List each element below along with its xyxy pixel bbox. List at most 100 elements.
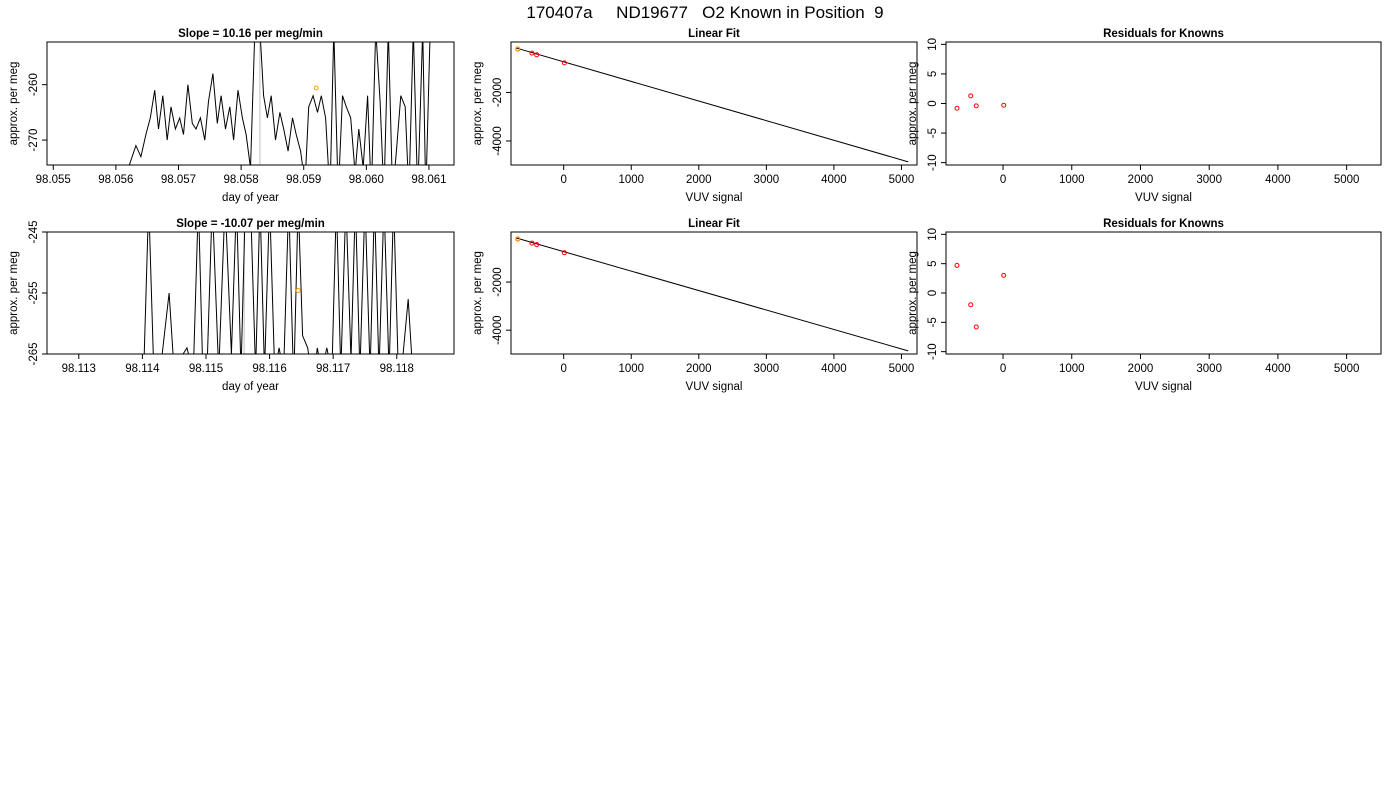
y-tick-label: -2000 — [492, 267, 504, 296]
plot-frame — [46, 41, 455, 166]
x-tick-label: 1000 — [618, 363, 644, 375]
x-tick-label: 2000 — [686, 363, 712, 375]
panel-2: Linear Fit 0 1000 2000 3000 4000 5000 -2000 -400… — [472, 28, 918, 204]
plot-frame — [510, 231, 918, 355]
data-point — [1001, 102, 1007, 108]
y-tick-label: 0 — [927, 100, 939, 106]
y-tick-label: -260 — [28, 73, 40, 96]
y-tick-label: 5 — [927, 260, 939, 266]
y-tick-label: -255 — [28, 281, 40, 304]
y-axis-label: approx. per meg — [8, 251, 20, 335]
plot-area — [515, 236, 909, 352]
x-axis-label: VUV signal — [686, 381, 743, 393]
data-point — [295, 288, 301, 294]
x-tick-label: 0 — [560, 174, 566, 186]
y-tick-label: 10 — [927, 38, 939, 51]
x-tick-label: 98.060 — [349, 174, 384, 186]
x-tick-label: 98.114 — [125, 363, 160, 375]
x-tick-label: 2000 — [686, 174, 712, 186]
x-tick-label: 98.061 — [411, 174, 446, 186]
x-tick-label: 5000 — [889, 174, 915, 186]
series-line — [128, 42, 431, 165]
plot-area — [954, 93, 1007, 111]
data-point — [968, 302, 974, 308]
y-tick-label: -5 — [927, 317, 939, 327]
plot-area — [954, 262, 1007, 330]
x-tick-label: 98.056 — [98, 174, 133, 186]
y-tick-label: -265 — [28, 342, 40, 365]
data-point — [561, 250, 567, 256]
y-tick-label: -270 — [28, 129, 40, 152]
fit-line — [516, 237, 909, 352]
y-tick-label: -5 — [927, 128, 939, 138]
x-tick-label: 98.113 — [62, 363, 96, 375]
x-tick-label: 4000 — [1265, 174, 1291, 186]
y-tick-label: -2000 — [492, 78, 504, 107]
x-tick-label: 98.117 — [316, 363, 350, 375]
data-point — [954, 262, 960, 268]
plot-frame — [510, 41, 918, 166]
data-point — [1001, 272, 1007, 278]
y-tick-label: 0 — [927, 290, 939, 296]
x-tick-label: 98.118 — [380, 363, 414, 375]
x-axis-label: VUV signal — [686, 192, 743, 204]
y-tick-label: -4000 — [492, 126, 504, 155]
x-tick-label: 4000 — [821, 363, 847, 375]
x-tick-label: 5000 — [889, 363, 915, 375]
panel-5: Linear Fit 0 1000 2000 3000 4000 5000 -2000 -400… — [472, 218, 918, 393]
fit-line — [516, 47, 909, 163]
x-tick-label: 3000 — [754, 174, 780, 186]
y-tick-label: -245 — [28, 220, 40, 243]
x-tick-label: 98.059 — [286, 174, 321, 186]
x-axis-label: VUV signal — [1135, 381, 1192, 393]
data-point — [561, 60, 567, 66]
x-tick-label: 98.055 — [36, 174, 71, 186]
data-point — [973, 324, 979, 330]
y-axis-label: approx. per meg — [907, 62, 919, 146]
x-tick-label: 0 — [1000, 363, 1006, 375]
y-tick-label: -4000 — [492, 315, 504, 344]
x-axis-label: day of year — [222, 381, 279, 393]
y-tick-label: -10 — [927, 343, 939, 360]
data-point — [954, 105, 960, 111]
x-tick-label: 98.116 — [252, 363, 286, 375]
x-tick-label: 98.058 — [224, 174, 259, 186]
data-point — [515, 236, 521, 242]
data-point — [313, 85, 319, 91]
panel-title: Residuals for Knowns — [1103, 218, 1224, 230]
panel-4: Slope = -10.07 per meg/min 98.113 98.114 98… — [8, 218, 455, 393]
x-tick-label: 1000 — [1059, 174, 1085, 186]
x-tick-label: 5000 — [1334, 174, 1360, 186]
panel-title: Slope = -10.07 per meg/min — [176, 218, 325, 230]
y-axis-label: approx. per meg — [8, 62, 20, 146]
data-point — [529, 240, 535, 246]
x-tick-label: 3000 — [754, 363, 780, 375]
plot-area — [128, 42, 431, 165]
x-tick-label: 2000 — [1128, 363, 1154, 375]
data-point — [968, 93, 974, 99]
x-tick-label: 0 — [1000, 174, 1006, 186]
y-axis-label: approx. per meg — [907, 251, 919, 335]
data-point — [529, 50, 535, 56]
panel-title: Residuals for Knowns — [1103, 28, 1224, 40]
y-tick-label: 5 — [927, 71, 939, 77]
y-tick-label: 10 — [927, 228, 939, 241]
x-tick-label: 1000 — [1059, 363, 1085, 375]
plot-area — [143, 232, 413, 354]
data-point — [534, 52, 540, 58]
x-tick-label: 3000 — [1196, 174, 1222, 186]
data-point — [973, 103, 979, 109]
x-tick-label: 98.057 — [161, 174, 196, 186]
x-axis-label: day of year — [222, 192, 279, 204]
panel-title: Linear Fit — [688, 28, 740, 40]
panel-title: Linear Fit — [688, 218, 740, 230]
data-point — [515, 46, 521, 52]
x-tick-label: 98.115 — [189, 363, 223, 375]
x-tick-label: 4000 — [821, 174, 847, 186]
panel-title: Slope = 10.16 per meg/min — [178, 28, 323, 40]
x-tick-label: 2000 — [1128, 174, 1154, 186]
y-axis-label: approx. per meg — [472, 251, 484, 335]
x-axis-label: VUV signal — [1135, 192, 1192, 204]
y-axis-label: approx. per meg — [472, 62, 484, 146]
